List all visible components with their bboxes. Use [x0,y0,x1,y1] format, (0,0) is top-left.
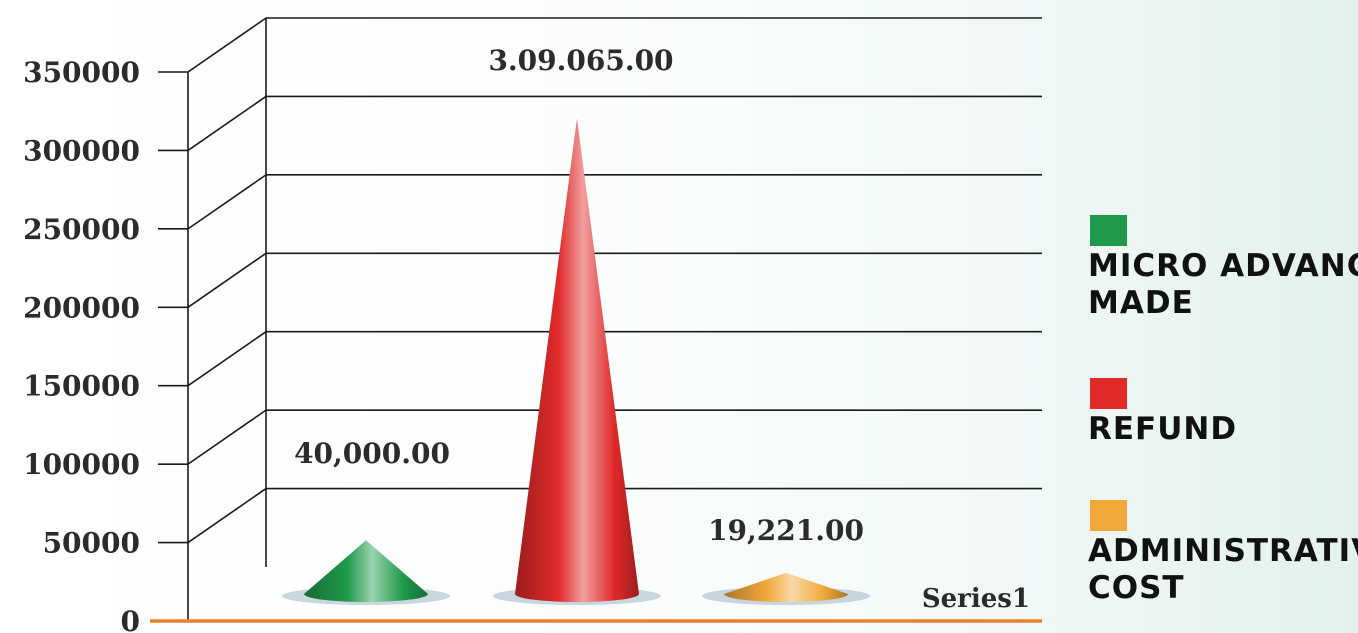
gridline-diagonal [187,17,267,73]
cone-marks [282,118,870,605]
data-label-1: 40,000.00 [294,437,450,470]
y-tick-label: 350000 [23,56,140,89]
gridline-diagonal [187,409,267,465]
legend-swatch-2 [1090,378,1127,409]
y-axis: 0 50000 100000 150000 200000 250000 300000 3500… [23,56,1042,633]
x-category-label: Series1 [922,584,1030,614]
gridline-diagonal [187,95,267,152]
cone-bar-3 [724,572,848,602]
legend-swatch-3 [1090,500,1127,531]
data-label-2: 3.09.065.00 [488,44,673,77]
grid-layer [187,17,1042,567]
data-label-3: 19,221.00 [708,514,864,547]
legend-label-1: MICRO ADVANCEMADE [1088,248,1358,321]
cone-bar-1 [304,540,428,602]
y-tick-label: 250000 [23,213,140,246]
y-tick-label: 300000 [23,134,140,167]
legend-label-3: ADMINISTRATIVECOST [1088,533,1358,606]
y-tick-label: 200000 [23,291,140,324]
gridline-diagonal [187,487,267,544]
data-labels: 40,000.00 3.09.065.00 19,221.00 Series1 [294,44,1030,614]
legend-swatch-1 [1090,215,1127,246]
cone-bar-2 [515,118,639,602]
gridline-diagonal [187,331,267,387]
legend: MICRO ADVANCEMADE REFUND ADMINISTRATIVECOS… [1088,215,1358,606]
y-tick-label: 100000 [23,448,140,481]
legend-label-2: REFUND [1088,411,1237,447]
gridline-diagonal [187,252,267,308]
gridline-diagonal [187,174,267,230]
y-tick-label: 150000 [23,370,140,403]
y-tick-label: 0 [121,605,140,633]
y-tick-label: 50000 [43,527,140,560]
